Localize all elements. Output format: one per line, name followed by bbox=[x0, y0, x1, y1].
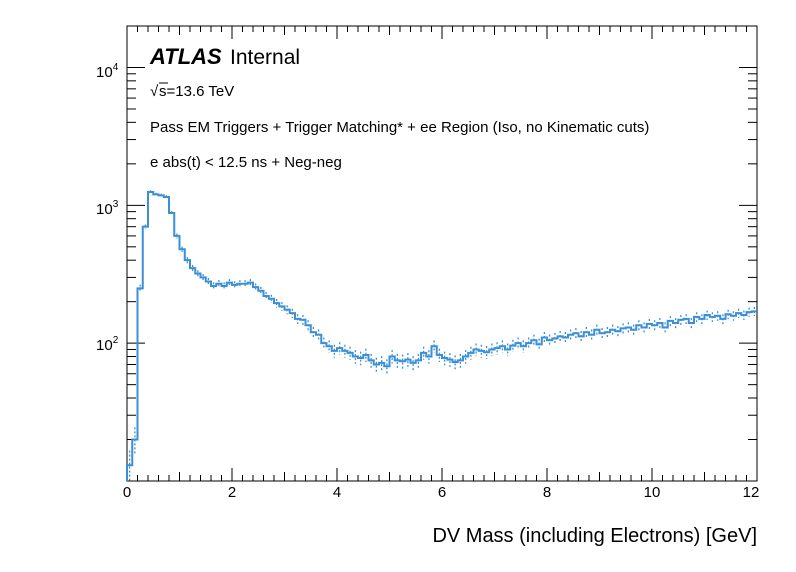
error-bars bbox=[128, 190, 756, 481]
histogram-line bbox=[126, 190, 757, 481]
internal-label: Internal bbox=[230, 46, 300, 69]
x-tick-label: 10 bbox=[644, 484, 661, 501]
x-tick-label: 6 bbox=[438, 484, 446, 501]
axis-ticks bbox=[126, 25, 758, 482]
x-axis-title: DV Mass (including Electrons) [GeV] bbox=[432, 525, 757, 547]
x-tick-label: 12 bbox=[743, 484, 760, 501]
y-tick-label: 103 bbox=[96, 199, 119, 218]
x-tick-label: 2 bbox=[228, 484, 236, 501]
selection-label-1: Pass EM Triggers + Trigger Matching* + e… bbox=[150, 119, 649, 136]
sqrt-symbol: √ bbox=[150, 83, 159, 100]
y-tick-label: 102 bbox=[96, 335, 119, 354]
energy-label: s=13.6 TeV bbox=[159, 83, 234, 100]
y-tick-label: 104 bbox=[96, 62, 119, 81]
atlas-label: ATLAS bbox=[149, 44, 222, 69]
selection-label-2: e abs(t) < 12.5 ns + Neg-neg bbox=[150, 154, 342, 171]
x-tick-label: 8 bbox=[543, 484, 551, 501]
histogram-series bbox=[126, 190, 757, 481]
x-tick-label: 4 bbox=[333, 484, 341, 501]
x-tick-label: 0 bbox=[123, 484, 131, 501]
